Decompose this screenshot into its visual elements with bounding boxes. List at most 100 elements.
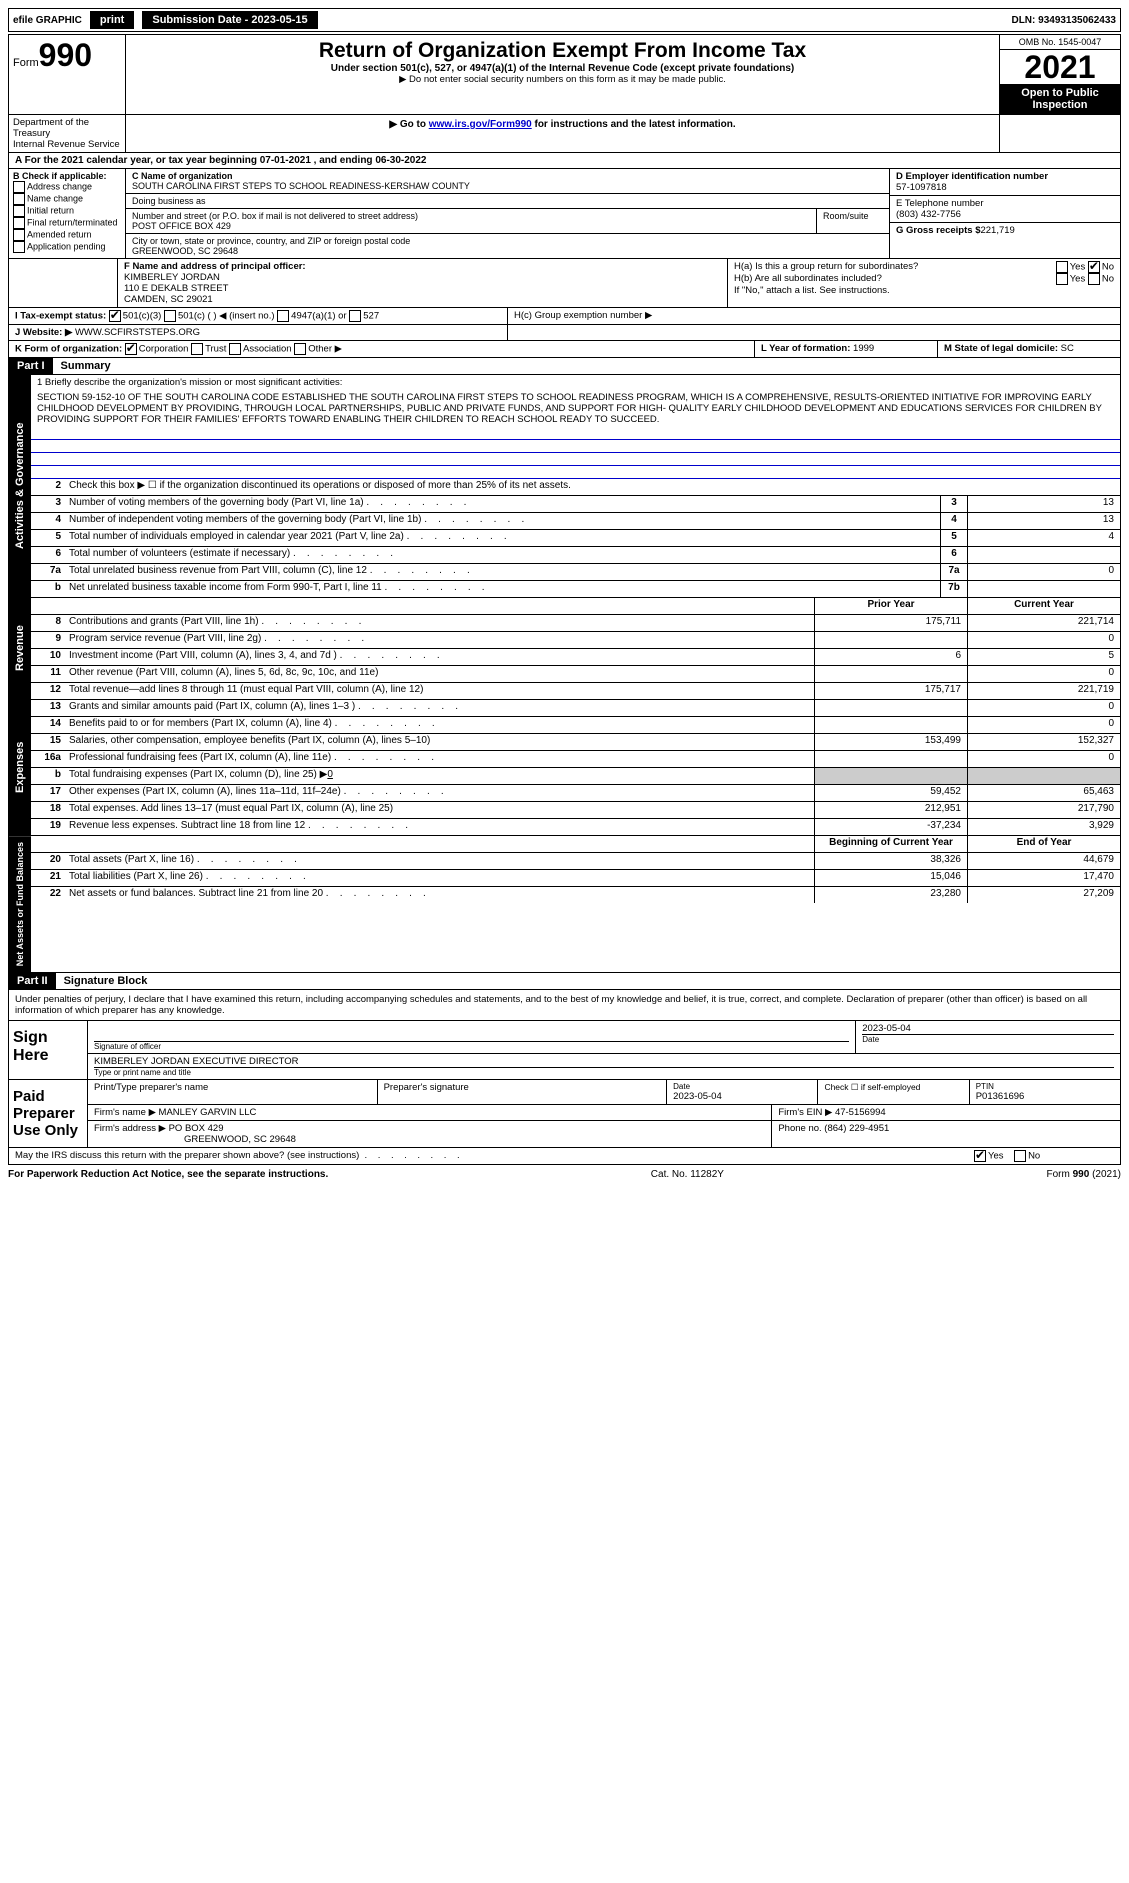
current-year-header: Current Year [967, 598, 1120, 614]
dept-label: Department of the Treasury Internal Reve… [9, 115, 126, 152]
line-2: Check this box ▶ ☐ if the organization d… [65, 479, 1120, 495]
street-value: POST OFFICE BOX 429 [132, 221, 810, 231]
dba-row: Doing business as [126, 194, 889, 209]
header-sub2: ▶ Do not enter social security numbers o… [130, 74, 995, 85]
part2-badge: Part II [9, 973, 56, 989]
c13: 0 [967, 700, 1120, 716]
prep-sig-label: Preparer's signature [378, 1080, 668, 1104]
part1-badge: Part I [9, 358, 53, 374]
checkbox-initial-return[interactable] [13, 205, 25, 217]
col-d: D Employer identification number 57-1097… [889, 169, 1120, 258]
firm-addr2: GREENWOOD, SC 29648 [94, 1134, 765, 1145]
p10: 6 [814, 649, 967, 665]
p9 [814, 632, 967, 648]
c11: 0 [967, 666, 1120, 682]
omb-number: OMB No. 1545-0047 [1000, 35, 1120, 50]
c10: 5 [967, 649, 1120, 665]
line-3: Number of voting members of the governin… [65, 496, 940, 512]
penalty-statement: Under penalties of perjury, I declare th… [8, 990, 1121, 1148]
org-name-row: C Name of organization SOUTH CAROLINA FI… [126, 169, 889, 194]
col-b: B Check if applicable: Address change Na… [9, 169, 126, 258]
ha-no[interactable] [1088, 261, 1100, 273]
val-5: 4 [967, 530, 1120, 546]
prior-year-header: Prior Year [814, 598, 967, 614]
line-8: Contributions and grants (Part VIII, lin… [65, 615, 814, 631]
prep-date-val: 2023-05-04 [673, 1091, 811, 1102]
checkbox-name-change[interactable] [13, 193, 25, 205]
ein-value: 57-1097818 [896, 182, 1114, 193]
line-7a: Total unrelated business revenue from Pa… [65, 564, 940, 580]
c16a: 0 [967, 751, 1120, 767]
principal-officer: F Name and address of principal officer:… [118, 259, 727, 307]
submission-date: Submission Date - 2023-05-15 [142, 11, 317, 29]
row-i: I Tax-exempt status: 501(c)(3) 501(c) ( … [8, 308, 1121, 325]
tax-501c3[interactable] [109, 310, 121, 322]
officer-name: KIMBERLEY JORDAN [124, 272, 721, 283]
self-employed-check: Check ☐ if self-employed [818, 1080, 969, 1104]
tab-net-assets: Net Assets or Fund Balances [9, 836, 31, 972]
tab-expenses: Expenses [9, 700, 31, 835]
top-bar-left: efile GRAPHIC print Submission Date - 20… [13, 11, 318, 29]
dept2: Internal Revenue Service [13, 139, 121, 150]
checkbox-amended[interactable] [13, 229, 25, 241]
val-4: 13 [967, 513, 1120, 529]
street-row: Number and street (or P.O. box if mail i… [126, 209, 817, 233]
ptin-value: P01361696 [976, 1091, 1114, 1102]
city-value: GREENWOOD, SC 29648 [132, 246, 883, 256]
p12: 175,717 [814, 683, 967, 699]
print-button[interactable]: print [90, 11, 134, 29]
hb-no[interactable] [1088, 273, 1100, 285]
line-22: Net assets or fund balances. Subtract li… [65, 887, 814, 903]
tax-year: 2021 [1000, 50, 1120, 84]
city-row: City or town, state or province, country… [126, 234, 889, 258]
checkbox-address-change[interactable] [13, 181, 25, 193]
line-15: Salaries, other compensation, employee b… [65, 734, 814, 750]
p17: 59,452 [814, 785, 967, 801]
hb-yes[interactable] [1056, 273, 1068, 285]
tax-501c[interactable] [164, 310, 176, 322]
h-block: H(a) Is this a group return for subordin… [727, 259, 1120, 307]
form-prefix: Form [13, 57, 39, 69]
tax-4947[interactable] [277, 310, 289, 322]
sign-here-row: Sign Here Signature of officer 2023-05-0… [9, 1021, 1120, 1080]
irs-link[interactable]: www.irs.gov/Form990 [429, 119, 532, 130]
open-public-badge: Open to Public Inspection [1000, 84, 1120, 114]
ha-yes[interactable] [1056, 261, 1068, 273]
gross-value: 221,719 [980, 225, 1014, 236]
val-7a: 0 [967, 564, 1120, 580]
form-trust[interactable] [191, 343, 203, 355]
firm-name-val: MANLEY GARVIN LLC [159, 1107, 257, 1118]
header-title: Return of Organization Exempt From Incom… [130, 39, 995, 63]
c20: 44,679 [967, 853, 1120, 869]
goto-instructions: ▶ Go to www.irs.gov/Form990 for instruct… [126, 115, 999, 152]
expenses-section: Expenses 13 Grants and similar amounts p… [8, 700, 1121, 836]
header-right: OMB No. 1545-0047 2021 Open to Public In… [999, 35, 1120, 114]
line-7b: Net unrelated business taxable income fr… [65, 581, 940, 597]
print-name-label: Type or print name and title [94, 1067, 1114, 1077]
p22: 23,280 [814, 887, 967, 903]
efile-label: efile GRAPHIC [13, 15, 82, 26]
checkbox-application[interactable] [13, 241, 25, 253]
tax-527[interactable] [349, 310, 361, 322]
form-corp[interactable] [125, 343, 137, 355]
p11 [814, 666, 967, 682]
form-other[interactable] [294, 343, 306, 355]
form-assoc[interactable] [229, 343, 241, 355]
year-formation: 1999 [853, 343, 874, 354]
line-21: Total liabilities (Part X, line 26) [65, 870, 814, 886]
header-sub1: Under section 501(c), 527, or 4947(a)(1)… [130, 63, 995, 74]
checkbox-final-return[interactable] [13, 217, 25, 229]
line-16a: Professional fundraising fees (Part IX, … [65, 751, 814, 767]
form-number: 990 [39, 37, 92, 73]
paid-preparer-label: Paid Preparer Use Only [9, 1080, 88, 1147]
line-16b: Total fundraising expenses (Part IX, col… [65, 768, 814, 784]
dept-row: Department of the Treasury Internal Reve… [8, 115, 1121, 153]
discuss-no[interactable] [1014, 1150, 1026, 1162]
officer-addr1: 110 E DEKALB STREET [124, 283, 721, 294]
discuss-yes[interactable] [974, 1150, 986, 1162]
gross-row: G Gross receipts $221,719 [890, 223, 1120, 258]
line-4: Number of independent voting members of … [65, 513, 940, 529]
val-3: 13 [967, 496, 1120, 512]
c12: 221,719 [967, 683, 1120, 699]
col-b-label: B Check if applicable: [13, 171, 121, 181]
